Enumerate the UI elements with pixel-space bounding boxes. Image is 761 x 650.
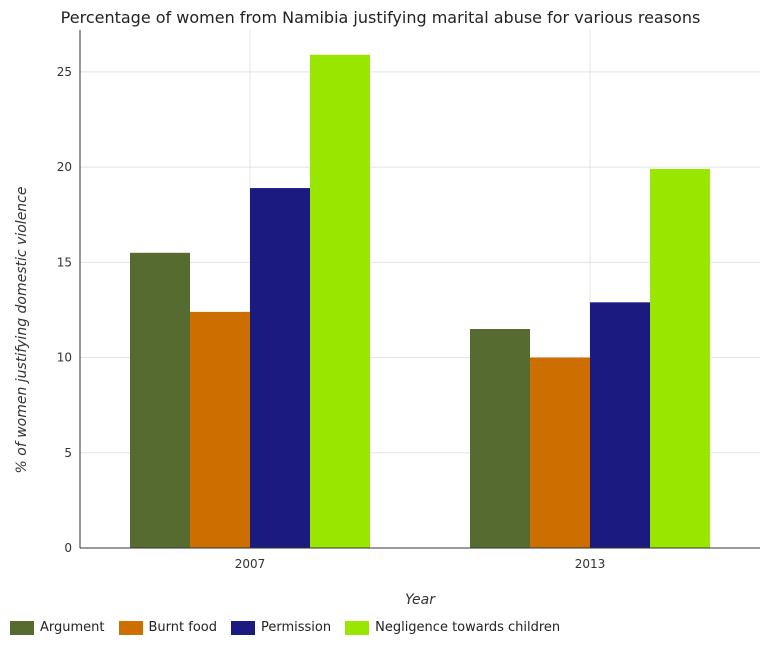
legend-label: Permission — [260, 620, 332, 635]
legend-swatch — [118, 620, 143, 635]
bar-burnt-food-2007 — [190, 311, 250, 548]
bar-negligence-towards-children-2013 — [650, 169, 710, 548]
plot-area: 0 5 10 15 20 25 2007 2013 % of women justifying… — [14, 30, 760, 608]
bar-permission-2007 — [250, 188, 310, 549]
legend-item: Argument — [10, 620, 105, 635]
x-axis-label: Year — [405, 592, 436, 608]
legend-swatch — [10, 620, 34, 635]
x-tick-label: 2013 — [575, 557, 606, 571]
bars — [130, 54, 710, 549]
bar-argument-2013 — [470, 328, 530, 548]
axes: 0 5 10 15 20 25 2007 2013 — [57, 30, 760, 571]
y-tick-label: 10 — [57, 351, 72, 365]
legend-swatch — [230, 620, 255, 635]
bar-permission-2013 — [590, 302, 650, 548]
legend-label: Argument — [40, 620, 105, 635]
legend-item: Permission — [230, 620, 332, 635]
chart-title: Percentage of women from Namibia justify… — [60, 8, 701, 27]
y-tick-label: 0 — [64, 541, 72, 555]
y-axis-label: % of women justifying domestic violence — [14, 187, 30, 474]
bar-negligence-towards-children-2007 — [310, 54, 370, 548]
x-tick-label: 2007 — [235, 557, 266, 571]
bar-argument-2007 — [130, 252, 190, 549]
legend-label: Negligence towards children — [375, 620, 561, 635]
legend-swatch — [345, 620, 370, 635]
y-tick-label: 15 — [57, 255, 72, 269]
legend: Argument Burnt food Permission Negligence t… — [10, 620, 574, 635]
bar-burnt-food-2013 — [530, 357, 590, 548]
y-tick-label: 5 — [64, 446, 72, 460]
legend-item: Burnt food — [118, 620, 217, 635]
legend-item: Negligence towards children — [345, 620, 560, 635]
y-tick-label: 20 — [57, 160, 72, 174]
legend-label: Burnt food — [148, 620, 217, 635]
y-tick-label: 25 — [57, 65, 72, 79]
